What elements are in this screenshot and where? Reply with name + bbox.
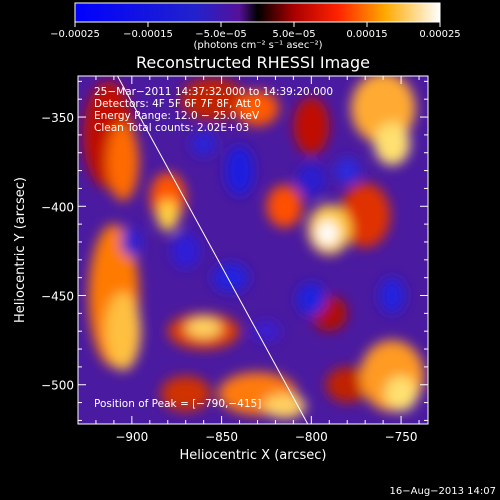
emission-region	[185, 316, 222, 339]
negative-region	[191, 131, 217, 157]
y-tick-label: −400	[41, 200, 74, 214]
colorbar-tick-label: 0.00015	[346, 29, 387, 40]
negative-region	[252, 320, 281, 342]
info-time-range: 25−Mar−2011 14:37:32.000 to 14:39:20.000	[94, 86, 333, 98]
colorbar-ticks: −0.00025 −0.00015 −5.0e−05 5.0e−05 0.00015 0.…	[50, 22, 461, 40]
footer-timestamp: 16−Aug−2013 14:07	[390, 486, 496, 497]
colorbar-unit-label: (photons cm⁻² s⁻¹ asec⁻²)	[193, 40, 322, 51]
emission-region	[180, 77, 245, 121]
emission-region	[160, 375, 211, 412]
negative-region	[334, 158, 360, 184]
solar-limb-layer	[117, 76, 309, 424]
y-axis-title: Heliocentric Y (arcsec)	[13, 177, 28, 323]
x-tick-label: −850	[205, 430, 238, 444]
x-axis-title: Heliocentric X (arcsec)	[180, 448, 327, 463]
emission-region	[266, 184, 303, 228]
colorbar-tick-label: −0.00025	[50, 29, 100, 40]
colorbar-tick-label: 0.00025	[419, 29, 460, 40]
negative-region	[121, 227, 143, 257]
negative-region	[296, 283, 326, 316]
emission-region	[156, 199, 179, 232]
negative-region	[379, 277, 405, 314]
x-tick-label: −800	[295, 430, 328, 444]
colorbar	[74, 2, 441, 23]
x-axis-ticks: −900 −850 −800 −750	[95, 76, 420, 444]
chart-title: Reconstructed RHESSI Image	[136, 53, 370, 72]
y-tick-label: −500	[41, 379, 74, 393]
peak-position-label: Position of Peak = [−790,−415]	[94, 398, 261, 410]
emission-region	[384, 375, 418, 412]
observation-info: 25−Mar−2011 14:37:32.000 to 14:39:20.000…	[94, 86, 333, 134]
emission-region	[316, 220, 339, 246]
x-tick-label: −900	[115, 430, 148, 444]
plot-frame	[77, 75, 429, 425]
negative-region	[212, 263, 249, 292]
info-energy-range: Energy Range: 12.0 − 25.0 keV	[94, 110, 260, 122]
colorbar-tick-label: −5.0e−05	[195, 29, 247, 40]
solar-limb-line	[117, 76, 309, 424]
colorbar-tick-label: 5.0e−05	[272, 29, 315, 40]
emission-region	[262, 393, 306, 419]
emission-region	[293, 97, 330, 155]
emission-region	[104, 291, 141, 371]
emission-region	[340, 183, 391, 248]
negative-region	[171, 233, 201, 269]
y-tick-label: −350	[41, 111, 74, 125]
negative-region	[225, 145, 254, 196]
y-tick-label: −450	[41, 290, 74, 304]
info-detectors: Detectors: 4F 5F 6F 7F 8F, Att 0	[94, 98, 261, 110]
y-axis-ticks: −350 −400 −450 −500	[41, 80, 428, 421]
emission-region	[374, 122, 411, 166]
emission-region	[106, 122, 140, 201]
x-tick-label: −750	[385, 430, 418, 444]
info-total-counts: Clean Total counts: 2.02E+03	[94, 122, 249, 134]
emission-region	[325, 366, 369, 403]
colorbar-tick-label: −0.00015	[123, 29, 173, 40]
emission-region	[235, 90, 280, 126]
negative-region	[296, 163, 326, 196]
